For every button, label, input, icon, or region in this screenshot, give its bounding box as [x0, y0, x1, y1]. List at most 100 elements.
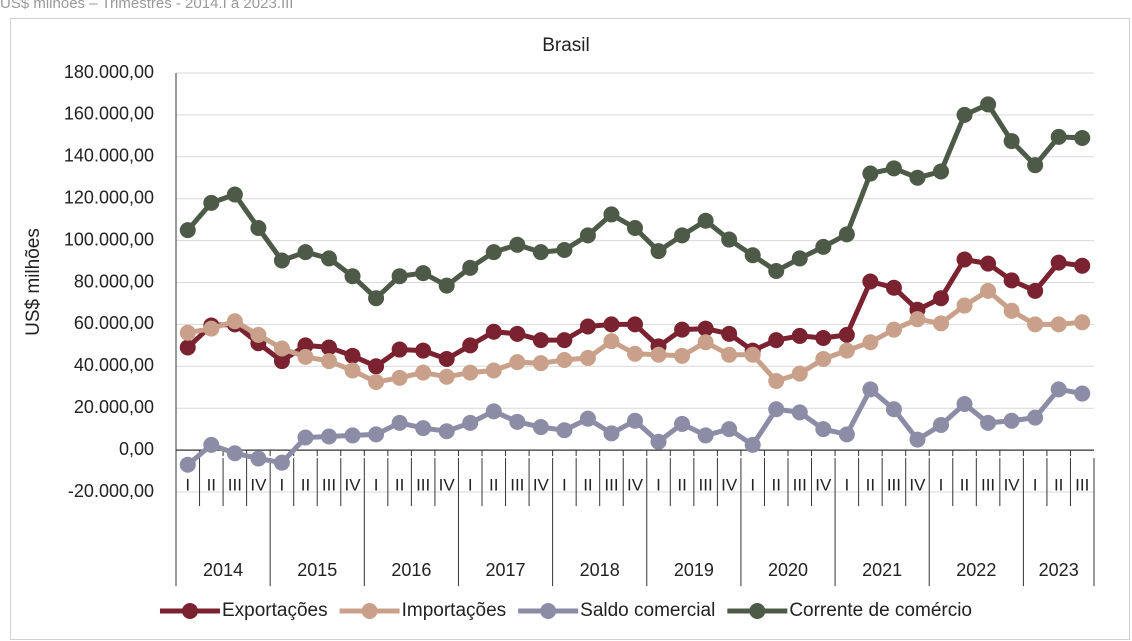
- data-point: [179, 456, 196, 473]
- data-point: [674, 347, 691, 364]
- x-tick-label: IV: [439, 476, 456, 495]
- x-tick-label: II: [866, 476, 875, 495]
- data-point: [415, 342, 432, 359]
- x-group-label: 2021: [862, 560, 902, 580]
- legend-swatch-marker: [749, 603, 766, 619]
- x-tick-label: II: [395, 476, 404, 495]
- data-point: [1027, 409, 1044, 426]
- data-point: [391, 268, 408, 285]
- data-point: [909, 311, 926, 328]
- data-point: [933, 315, 949, 332]
- x-tick-label: IV: [721, 476, 738, 495]
- data-point: [368, 374, 385, 391]
- data-point: [203, 436, 220, 453]
- data-point: [273, 252, 290, 269]
- data-point: [697, 212, 714, 229]
- data-point: [1074, 129, 1091, 146]
- data-point: [579, 349, 596, 366]
- y-tick-label: -20.000,00: [68, 481, 154, 501]
- series-line: [185, 101, 1083, 301]
- data-point: [744, 436, 761, 453]
- y-tick-label: 60.000,00: [74, 313, 154, 333]
- data-point: [956, 297, 973, 314]
- data-point: [1074, 314, 1091, 331]
- x-tick-label: I: [374, 476, 379, 495]
- data-point: [815, 330, 832, 347]
- data-point: [768, 401, 785, 418]
- data-point: [838, 426, 855, 443]
- data-point: [179, 222, 196, 239]
- data-point: [791, 250, 808, 267]
- data-point: [250, 220, 267, 237]
- x-tick-label: IV: [909, 476, 926, 495]
- x-tick-label: IV: [815, 476, 832, 495]
- data-point: [980, 255, 997, 272]
- data-point: [1074, 257, 1091, 274]
- data-point: [344, 268, 361, 285]
- data-point: [509, 325, 526, 342]
- x-tick-label: III: [699, 476, 713, 495]
- data-point: [1003, 133, 1020, 150]
- data-point: [391, 341, 408, 358]
- data-point: [838, 342, 855, 359]
- x-tick-label: III: [981, 476, 995, 495]
- x-tick-label: IV: [533, 476, 550, 495]
- y-tick-label: 0,00: [119, 439, 154, 459]
- data-point: [226, 313, 243, 330]
- data-point: [438, 277, 455, 294]
- x-tick-label: III: [887, 476, 901, 495]
- legend-label: Corrente de comércio: [789, 600, 972, 621]
- data-point: [297, 337, 314, 354]
- y-tick-label: 120.000,00: [64, 187, 154, 207]
- data-point: [368, 358, 385, 375]
- x-tick-label: II: [960, 476, 969, 495]
- data-point: [885, 279, 902, 296]
- y-tick-label: 160.000,00: [64, 104, 154, 124]
- data-point: [485, 323, 502, 340]
- data-point: [203, 320, 220, 337]
- data-point: [415, 420, 432, 437]
- data-point: [344, 362, 361, 379]
- data-point: [862, 381, 879, 398]
- data-point: [697, 334, 714, 351]
- data-point: [391, 414, 408, 431]
- y-tick-label: 80.000,00: [74, 271, 154, 291]
- data-point: [179, 339, 196, 356]
- data-point: [1027, 316, 1044, 333]
- x-tick-label: I: [562, 476, 567, 495]
- data-point: [627, 345, 643, 362]
- data-point: [603, 206, 620, 223]
- data-point: [627, 316, 643, 333]
- data-point: [956, 396, 973, 413]
- x-tick-label: II: [207, 476, 216, 495]
- data-point: [273, 340, 290, 357]
- data-point: [885, 160, 902, 177]
- data-point: [744, 346, 761, 363]
- data-point: [485, 403, 502, 420]
- data-point: [650, 243, 667, 260]
- data-point: [250, 326, 267, 343]
- data-point: [509, 413, 526, 430]
- data-point: [650, 346, 667, 363]
- data-point: [885, 401, 902, 418]
- legend-label: Exportações: [222, 600, 328, 621]
- y-tick-label: 100.000,00: [64, 229, 154, 249]
- data-point: [1050, 316, 1067, 333]
- data-point: [226, 445, 243, 462]
- x-tick-label: IV: [627, 476, 644, 495]
- x-tick-label: III: [604, 476, 618, 495]
- data-point: [415, 364, 432, 381]
- data-point: [179, 324, 196, 341]
- legend-swatch-marker: [361, 603, 378, 619]
- data-point: [462, 337, 479, 354]
- data-point: [862, 334, 879, 351]
- legend-label: Importações: [402, 600, 507, 621]
- data-point: [603, 333, 620, 350]
- x-tick-label: I: [468, 476, 473, 495]
- data-point: [721, 231, 738, 248]
- data-point: [980, 282, 997, 299]
- legend-swatch-marker: [181, 603, 198, 619]
- data-point: [603, 425, 620, 442]
- x-tick-label: III: [793, 476, 807, 495]
- data-point: [980, 414, 997, 431]
